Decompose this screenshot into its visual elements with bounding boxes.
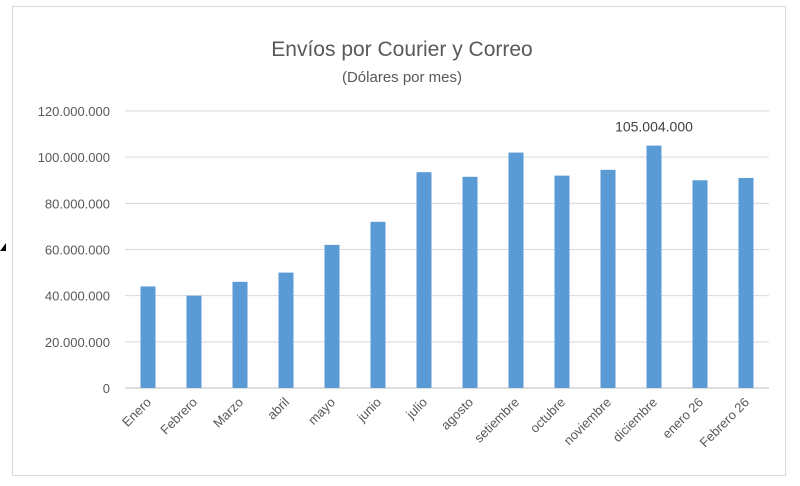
bar [508,152,524,388]
y-tick-label: 80.000.000 [45,196,110,211]
bar [324,244,340,388]
bar [600,169,616,388]
y-tick-label: 60.000.000 [45,243,110,258]
x-axis-ticks: Enero Febrero Marzo abril mayo junio julio agos… [119,394,752,450]
x-tick-label: julio [402,395,430,423]
y-tick-label: 120.000.000 [38,104,110,119]
x-tick-label: diciembre [610,395,660,445]
y-tick-label: 0 [103,381,110,396]
x-tick-label: Febrero 26 [697,395,753,451]
y-tick-label: 40.000.000 [45,289,110,304]
bar [140,286,156,388]
bar [462,176,478,388]
bar [416,172,432,388]
bar [278,272,294,388]
bar [232,281,248,388]
bars [140,145,754,388]
x-tick-label: setiembre [471,395,522,446]
data-labels: 105.004.000 [615,119,693,135]
chart-title: Envíos por Courier y Correo [271,38,532,61]
bar [186,295,202,388]
y-tick-label: 20.000.000 [45,335,110,350]
chart-subtitle: (Dólares por mes) [342,69,462,86]
triangle-marker-icon [0,243,6,251]
y-tick-label: 100.000.000 [38,150,110,165]
bar [370,221,386,388]
bar [738,177,754,388]
x-tick-label: noviembre [561,395,615,449]
x-tick-label: octubre [527,395,568,436]
y-axis-ticks: 0 20.000.000 40.000.000 60.000.000 80.000.00… [38,104,110,396]
x-tick-label: Enero [119,395,154,430]
data-label: 105.004.000 [615,119,693,135]
bar [554,175,570,388]
x-tick-label: Marzo [210,395,246,431]
x-tick-label: agosto [438,395,476,433]
x-tick-label: Febrero [157,395,200,438]
gridlines [125,110,769,389]
x-tick-label: enero 26 [659,395,706,442]
x-tick-label: mayo [305,395,338,428]
bar [692,180,708,388]
bar [646,145,662,388]
x-tick-label: junio [353,395,384,426]
x-tick-label: abril [264,394,292,422]
